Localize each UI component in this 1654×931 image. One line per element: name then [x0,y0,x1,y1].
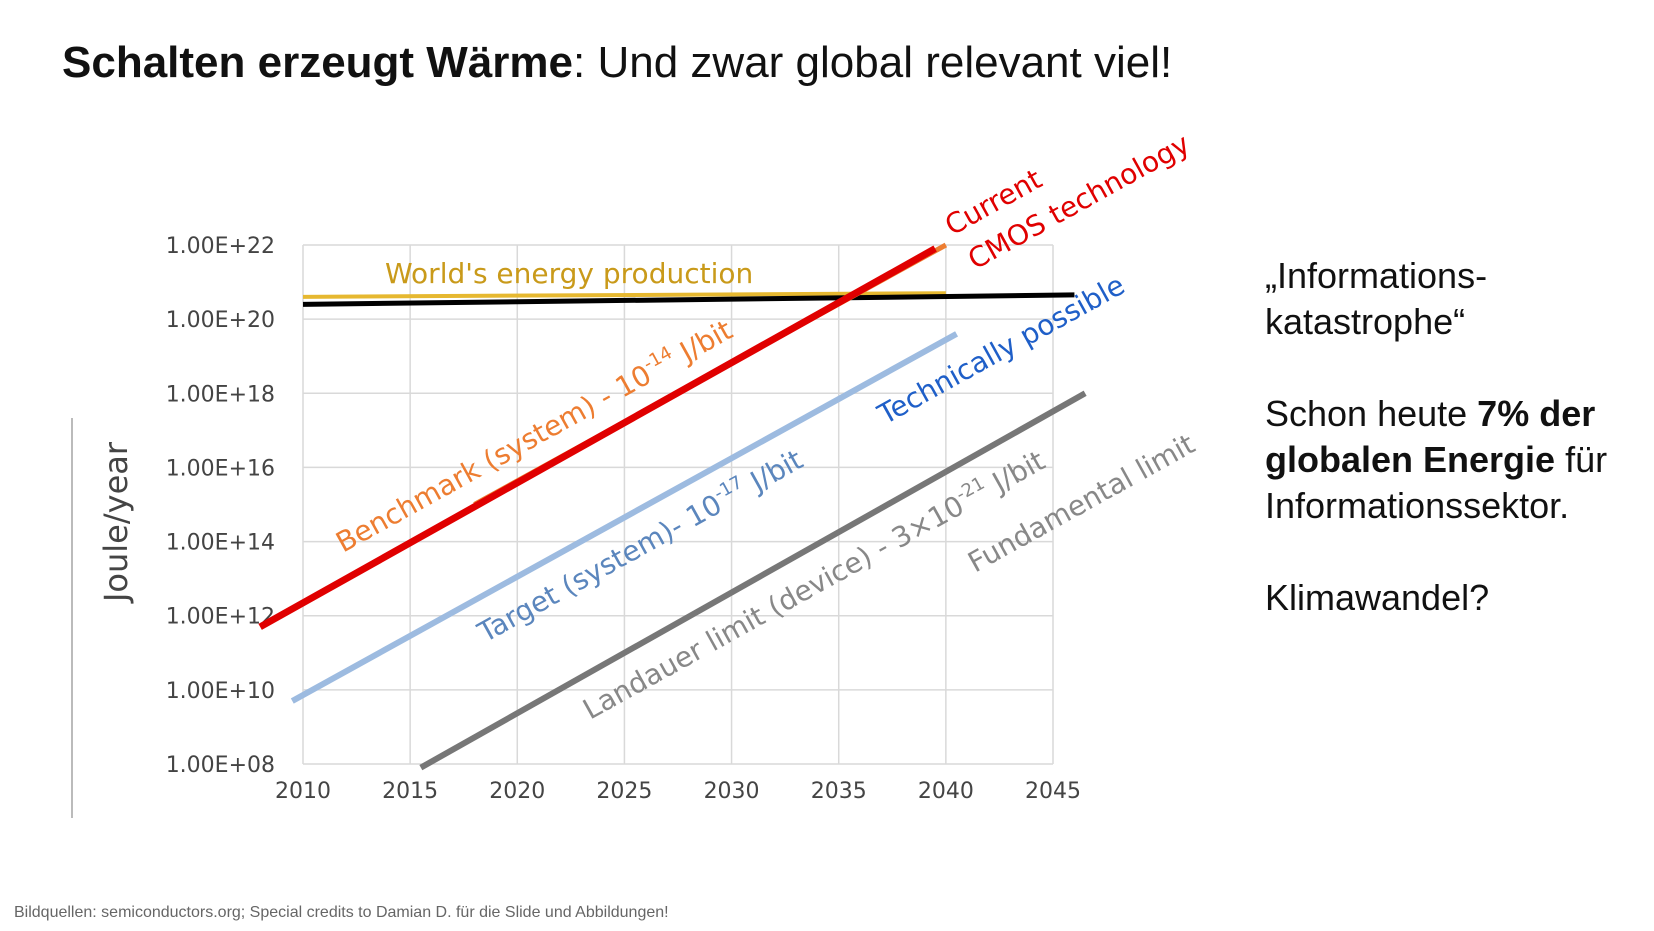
x-tick-label: 2025 [596,779,652,804]
annotation-world-energy: World's energy production [385,257,753,290]
series-line-world-energy [302,291,946,299]
y-tick-label: 1.00E+12 [166,605,275,630]
x-tick-label: 2030 [704,779,760,804]
annotation-text: World's energy production [385,257,753,290]
series-line-target [290,331,959,704]
side-quote: „Informations-katastrophe“ [1265,255,1488,342]
y-tick-label: 1.00E+08 [166,753,275,778]
annotation-text: Fundamental limit [962,427,1200,579]
slide-title-rest: : Und zwar global relevant viel! [573,38,1173,87]
x-tick-label: 2045 [1025,779,1081,804]
slide-title: Schalten erzeugt Wärme: Und zwar global … [62,38,1172,88]
y-tick-label: 1.00E+10 [166,679,275,704]
series-line-current-cmos [258,245,937,630]
side-paragraph-energy: Schon heute 7% der globalen Energie für … [1265,391,1645,529]
series-line-world-energy-black [302,292,1075,307]
x-tick-label: 2020 [489,779,545,804]
annotation-fundamental-limit: Fundamental limit [962,427,1200,579]
annotation-text: Target (system)- 10 [472,488,728,650]
x-tick-label: 2015 [382,779,438,804]
side-text: „Informations-katastrophe“ Schon heute 7… [1265,253,1645,667]
side-question: Klimawandel? [1265,577,1490,618]
slide-title-bold: Schalten erzeugt Wärme [62,38,574,87]
series-line-landauer [419,390,1087,771]
x-tick-label: 2010 [275,779,331,804]
side-p2-suffix: für Informationssektor. [1265,439,1608,526]
x-tick-label: 2035 [811,779,867,804]
annotation-text: J/bit [979,444,1050,503]
y-tick-label: 1.00E+14 [166,531,275,556]
y-tick-label: 1.00E+18 [166,382,275,407]
footer-credits: Bildquellen: semiconductors.org; Special… [14,904,669,921]
y-tick-label: 1.00E+16 [166,456,275,481]
annotation-landauer: Landauer limit (device) - 3×10-21 J/bit [576,442,1050,726]
x-tick-label: 2040 [918,779,974,804]
y-tick-label: 1.00E+22 [166,234,275,259]
y-tick-label: 1.00E+20 [166,308,275,333]
y-axis-label: Joule/year [97,441,135,604]
side-p2-bold: 7% der globalen Energie [1265,393,1596,480]
side-p2-prefix: Schon heute [1265,393,1478,434]
